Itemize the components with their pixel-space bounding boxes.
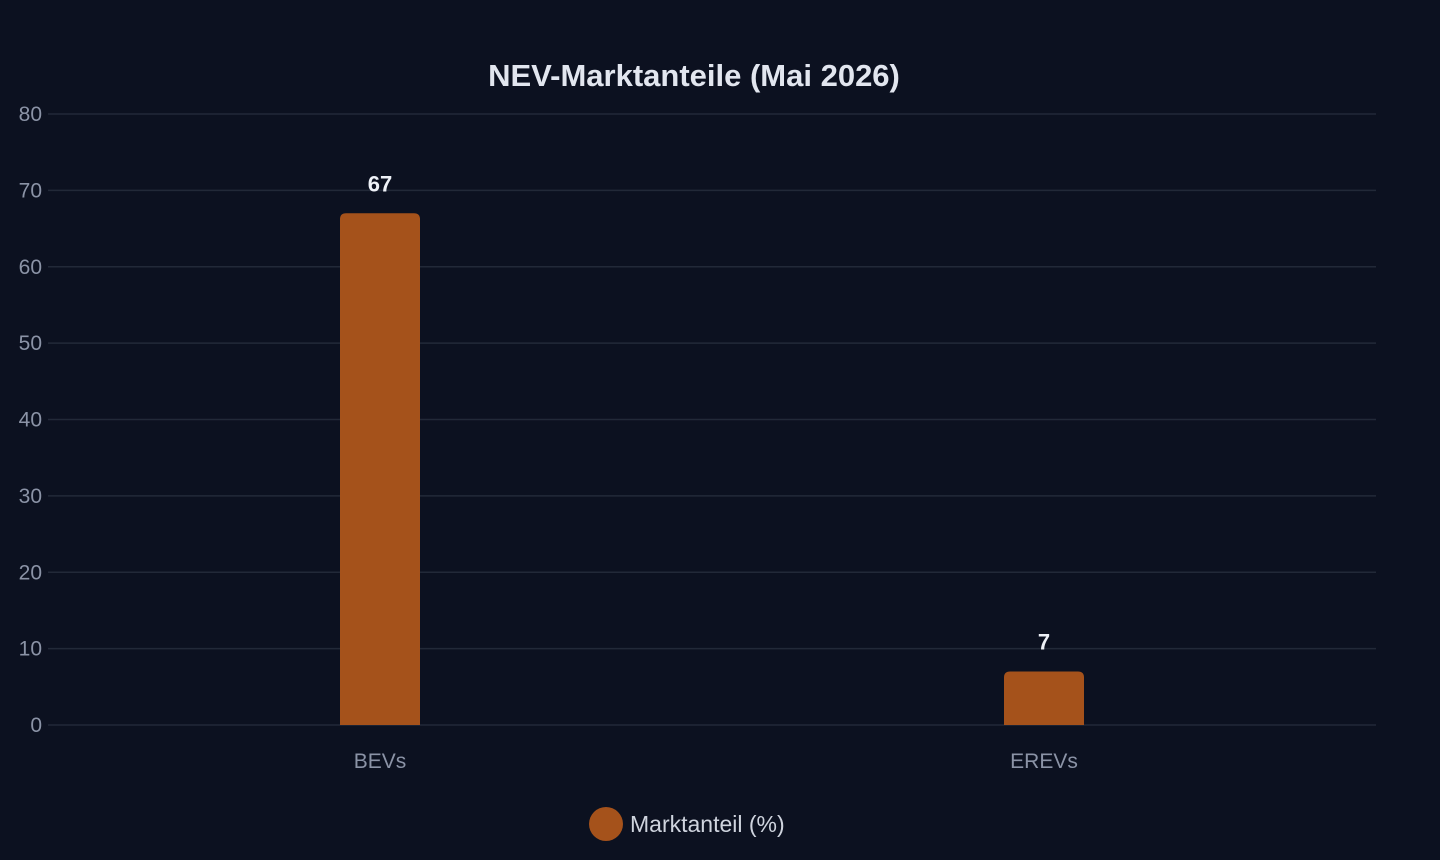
y-tick-label: 40: [19, 409, 42, 432]
x-tick-label: BEVs: [354, 750, 407, 773]
legend-swatch: [589, 807, 623, 841]
chart-title: NEV-Marktanteile (Mai 2026): [488, 58, 900, 93]
data-labels: 67 7: [368, 171, 1050, 654]
y-tick-label: 0: [30, 714, 42, 737]
bars: [340, 213, 1084, 725]
y-tick-label: 20: [19, 561, 42, 584]
legend-label: Marktanteil (%): [630, 811, 785, 837]
y-tick-label: 10: [19, 638, 42, 661]
y-tick-label: 60: [19, 256, 42, 279]
x-axis-ticks: BEVs EREVs: [354, 750, 1078, 773]
bar-bevs[interactable]: [340, 213, 420, 725]
bar-erevs[interactable]: [1004, 671, 1084, 725]
y-tick-label: 80: [19, 103, 42, 126]
x-tick-label: EREVs: [1010, 750, 1078, 773]
grid-lines: [48, 113, 1376, 726]
y-tick-label: 50: [19, 332, 42, 355]
y-tick-label: 30: [19, 485, 42, 508]
data-label: 7: [1038, 630, 1050, 655]
legend[interactable]: Marktanteil (%): [589, 807, 785, 841]
y-tick-label: 70: [19, 179, 42, 202]
data-label: 67: [368, 171, 392, 196]
y-axis-ticks: 0 10 20 30 40 50 60 70 80: [19, 103, 42, 737]
